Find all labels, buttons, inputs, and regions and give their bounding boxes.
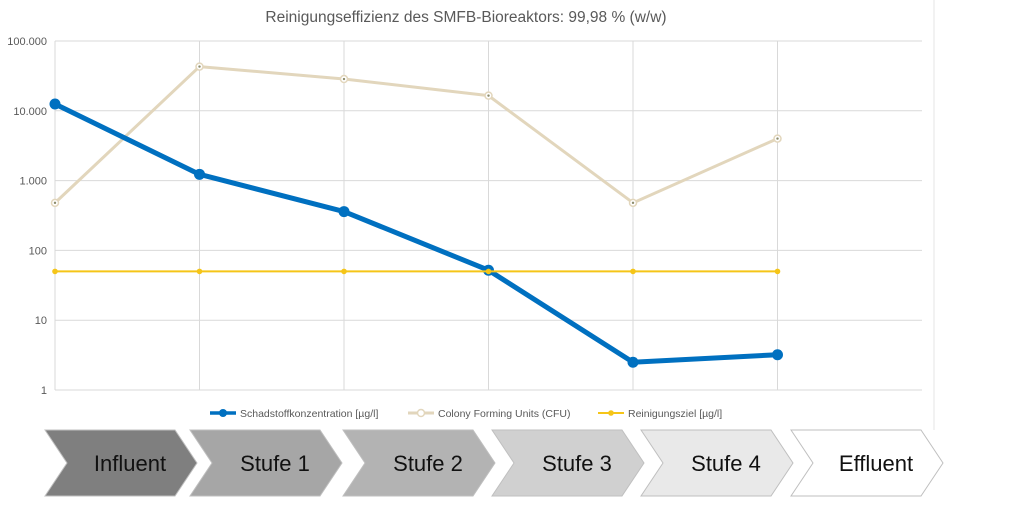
legend-item: Reinigungsziel [µg/l] xyxy=(598,408,722,420)
y-tick-label: 100.000 xyxy=(7,36,47,48)
y-tick-label: 100 xyxy=(29,245,47,257)
stage-arrow-shape xyxy=(44,429,198,497)
chart-title: Reinigungseffizienz des SMFB-Bioreaktors… xyxy=(265,9,666,26)
data-point-center xyxy=(487,94,490,97)
data-point-center xyxy=(776,137,779,140)
data-point xyxy=(341,268,347,275)
legend-swatch-marker xyxy=(219,409,227,417)
legend-item: Schadstoffkonzentration [µg/l] xyxy=(210,408,378,420)
data-point-center xyxy=(198,65,201,68)
data-point xyxy=(196,268,203,275)
stage-arrow: Stufe 3 xyxy=(491,429,645,497)
stage-arrow: Stufe 1 xyxy=(189,429,343,497)
process-stage-arrows: Influent Stufe 1 Stufe 2 Stufe 3 Stufe 4 Effl… xyxy=(44,429,944,497)
stage-label: Stufe 1 xyxy=(240,451,310,476)
stage-label: Stufe 2 xyxy=(393,451,463,476)
gridlines xyxy=(55,40,922,391)
legend-item: Colony Forming Units (CFU) xyxy=(408,408,570,420)
data-point-center xyxy=(631,201,635,205)
chart-area: Reinigungseffizienz des SMFB-Bioreaktors… xyxy=(7,0,935,430)
y-tick-label: 10 xyxy=(35,315,47,327)
process-stages: Influent Stufe 1 Stufe 2 Stufe 3 Stufe 4 Effl… xyxy=(0,426,1024,502)
stage-arrow-shape xyxy=(790,429,944,497)
legend-swatch-marker xyxy=(416,408,426,418)
legend-label: Colony Forming Units (CFU) xyxy=(438,408,570,420)
data-point xyxy=(627,356,639,368)
legend-label: Reinigungsziel [µg/l] xyxy=(628,408,722,420)
series-line xyxy=(53,65,779,205)
data-point xyxy=(194,168,205,180)
y-tick-label: 1.000 xyxy=(19,176,47,188)
data-point-center xyxy=(342,77,346,81)
stage-label: Influent xyxy=(94,451,166,476)
legend: Schadstoffkonzentration [µg/l] Colony For… xyxy=(210,408,722,420)
data-point xyxy=(772,349,783,361)
stage-label: Stufe 3 xyxy=(542,451,612,476)
data-point xyxy=(630,268,636,275)
stage-arrow: Stufe 2 xyxy=(342,429,496,497)
stage-arrow: Effluent xyxy=(790,429,944,497)
series-line xyxy=(52,101,780,365)
legend-swatch-marker xyxy=(608,410,614,416)
y-axis: 1 10 100 1.000 10.000 100.000 xyxy=(7,36,56,397)
legend-label: Schadstoffkonzentration [µg/l] xyxy=(240,408,378,420)
stage-label: Stufe 4 xyxy=(691,451,761,476)
data-point xyxy=(485,268,492,275)
data-point xyxy=(338,206,350,218)
line-chart: Reinigungseffizienz des SMFB-Bioreaktors… xyxy=(7,0,935,430)
data-point xyxy=(49,98,61,110)
stage-label: Effluent xyxy=(839,451,913,476)
stage-arrow-shape xyxy=(491,429,645,497)
data-series xyxy=(49,62,783,368)
data-point xyxy=(774,268,781,275)
data-point xyxy=(52,268,58,275)
stage-arrow: Stufe 4 xyxy=(640,429,794,497)
y-tick-label: 10.000 xyxy=(13,106,47,118)
stage-arrow-shape xyxy=(640,429,794,497)
stage-arrow-shape xyxy=(342,429,496,497)
data-point-center xyxy=(53,201,57,205)
y-tick-label: 1 xyxy=(41,385,47,397)
stage-arrow-shape xyxy=(189,429,343,497)
stage-arrow: Influent xyxy=(44,429,198,497)
